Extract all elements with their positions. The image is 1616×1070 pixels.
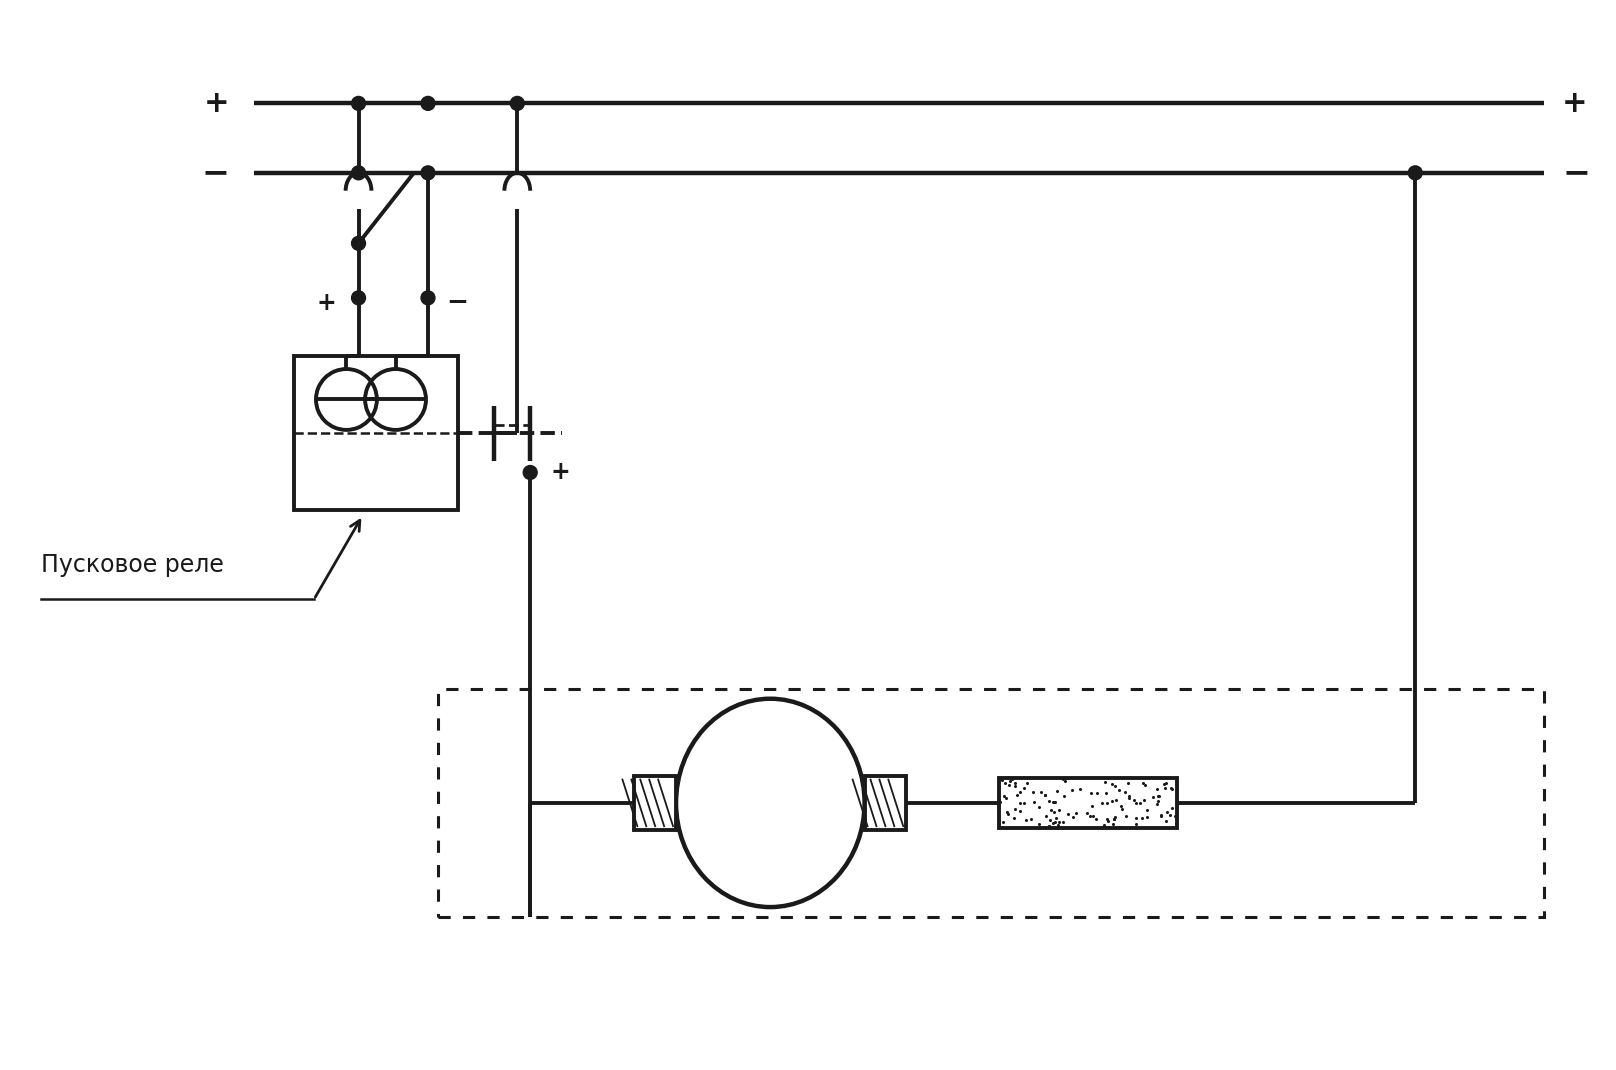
Bar [438,689,1545,917]
Circle shape [422,166,435,180]
Bar [999,778,1176,828]
Circle shape [422,291,435,305]
Circle shape [422,96,435,110]
Text: −: − [1563,156,1590,189]
Text: −: − [446,290,469,316]
Text: +: + [317,291,336,315]
Text: Пусковое реле: Пусковое реле [40,553,225,577]
Bar [294,356,457,510]
Text: M: M [751,784,790,822]
Bar [635,776,675,830]
Circle shape [524,465,537,479]
Circle shape [352,236,365,250]
Text: +: + [549,460,570,485]
Circle shape [1408,166,1422,180]
Bar [865,776,907,830]
Text: −: − [202,156,229,189]
Circle shape [352,166,365,180]
Text: +: + [1563,89,1587,118]
Circle shape [352,291,365,305]
Circle shape [511,96,524,110]
Ellipse shape [675,699,865,907]
Text: +: + [204,89,229,118]
Circle shape [352,96,365,110]
